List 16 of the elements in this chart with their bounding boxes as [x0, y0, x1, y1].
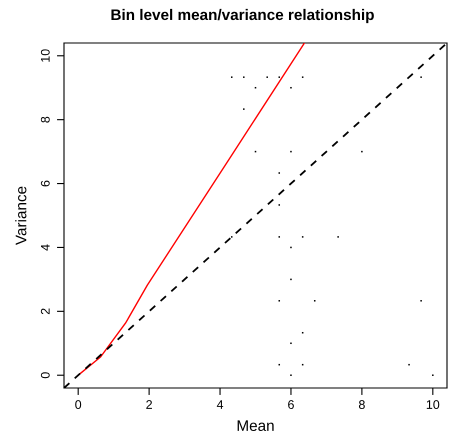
y-tick-label: 6	[40, 180, 50, 186]
y-tick-label: 4	[41, 244, 50, 251]
y-tick-label: 8	[40, 116, 50, 123]
chart-title: Bin level mean/variance relationship	[111, 8, 374, 24]
line-series	[77, 43, 306, 376]
x-tick-label: 6	[288, 400, 294, 409]
x-tick-label: 2	[146, 400, 152, 409]
y-tick-label: 10	[40, 49, 50, 62]
y-axis-title: Variance	[15, 186, 26, 246]
x-tick-label: 8	[358, 400, 365, 409]
x-tick-label: 0	[75, 400, 82, 409]
x-axis-title: Mean	[238, 420, 274, 432]
x-tick-label: 4	[216, 400, 224, 409]
y-tick-label: 2	[40, 308, 50, 314]
y-tick-label: 0	[40, 372, 50, 378]
x-tick-label: 10	[426, 400, 440, 409]
